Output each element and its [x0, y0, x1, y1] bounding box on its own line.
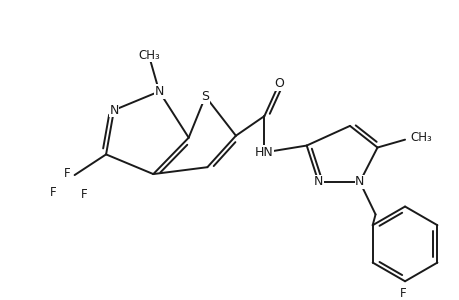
- Text: N: N: [109, 103, 118, 117]
- Text: F: F: [63, 167, 70, 180]
- Text: F: F: [81, 188, 88, 201]
- Text: HN: HN: [254, 146, 273, 159]
- Text: N: N: [354, 176, 364, 188]
- Text: S: S: [201, 90, 209, 103]
- Text: F: F: [399, 286, 405, 300]
- Text: N: N: [313, 176, 323, 188]
- Text: N: N: [154, 85, 163, 98]
- Text: F: F: [50, 186, 56, 199]
- Text: CH₃: CH₃: [138, 49, 160, 62]
- Text: O: O: [274, 77, 284, 90]
- Text: CH₃: CH₃: [409, 131, 431, 144]
